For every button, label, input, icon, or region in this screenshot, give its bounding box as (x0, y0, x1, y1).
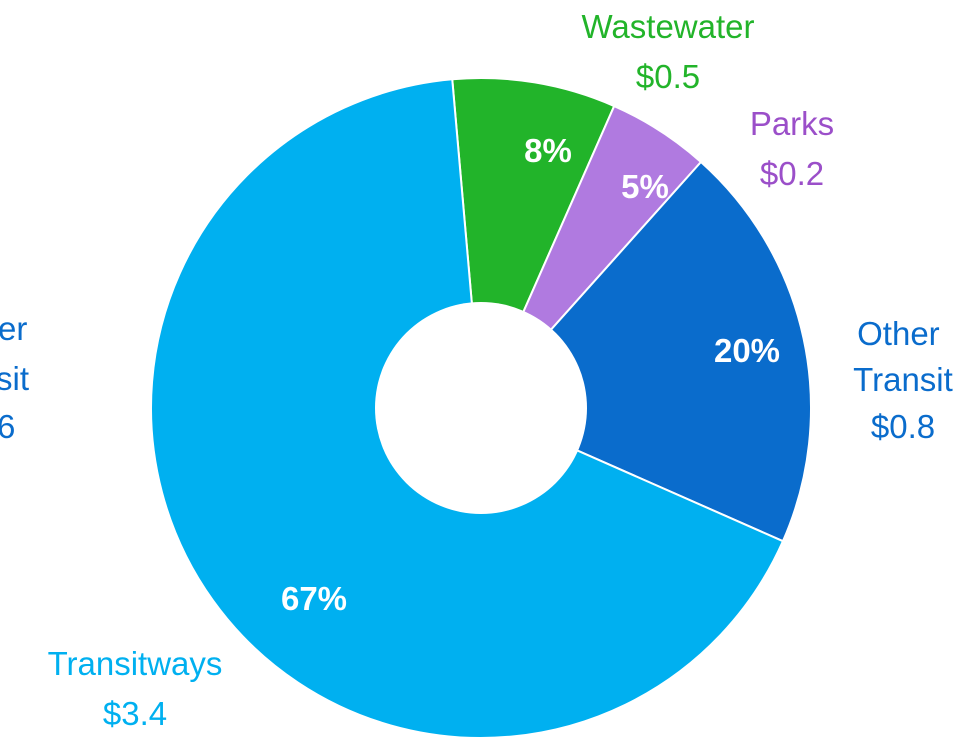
clipped-label-line3: 6 (0, 408, 15, 445)
category-value-parks: $0.2 (760, 155, 824, 192)
pct-label-other-transit: 20% (714, 332, 780, 369)
clipped-category-label: er sit 6 (0, 310, 29, 445)
category-value-transitways: $3.4 (103, 695, 167, 732)
clipped-label-line1: er (0, 310, 27, 347)
clipped-label-line2: sit (0, 360, 29, 397)
pct-label-transitways: 67% (281, 580, 347, 617)
category-name-other-transit: Other Transit (853, 315, 953, 398)
category-label-wastewater: Wastewater $0.5 (582, 8, 755, 95)
category-value-wastewater: $0.5 (636, 58, 700, 95)
pct-label-parks: 5% (621, 168, 669, 205)
category-label-other-transit: Other Transit $0.8 (853, 315, 953, 445)
category-name-wastewater: Wastewater (582, 8, 755, 45)
donut-hole (375, 302, 587, 514)
slice-other-transit (479, 160, 812, 543)
category-value-other-transit: $0.8 (871, 408, 935, 445)
category-name-other-transit-line2: Transit (853, 361, 953, 398)
category-label-transitways: Transitways $3.4 (48, 645, 223, 732)
category-label-parks: Parks $0.2 (750, 105, 834, 192)
category-name-other-transit-line1: Other (857, 315, 940, 352)
pct-label-wastewater: 8% (524, 132, 572, 169)
category-name-transitways: Transitways (48, 645, 223, 682)
category-name-parks: Parks (750, 105, 834, 142)
